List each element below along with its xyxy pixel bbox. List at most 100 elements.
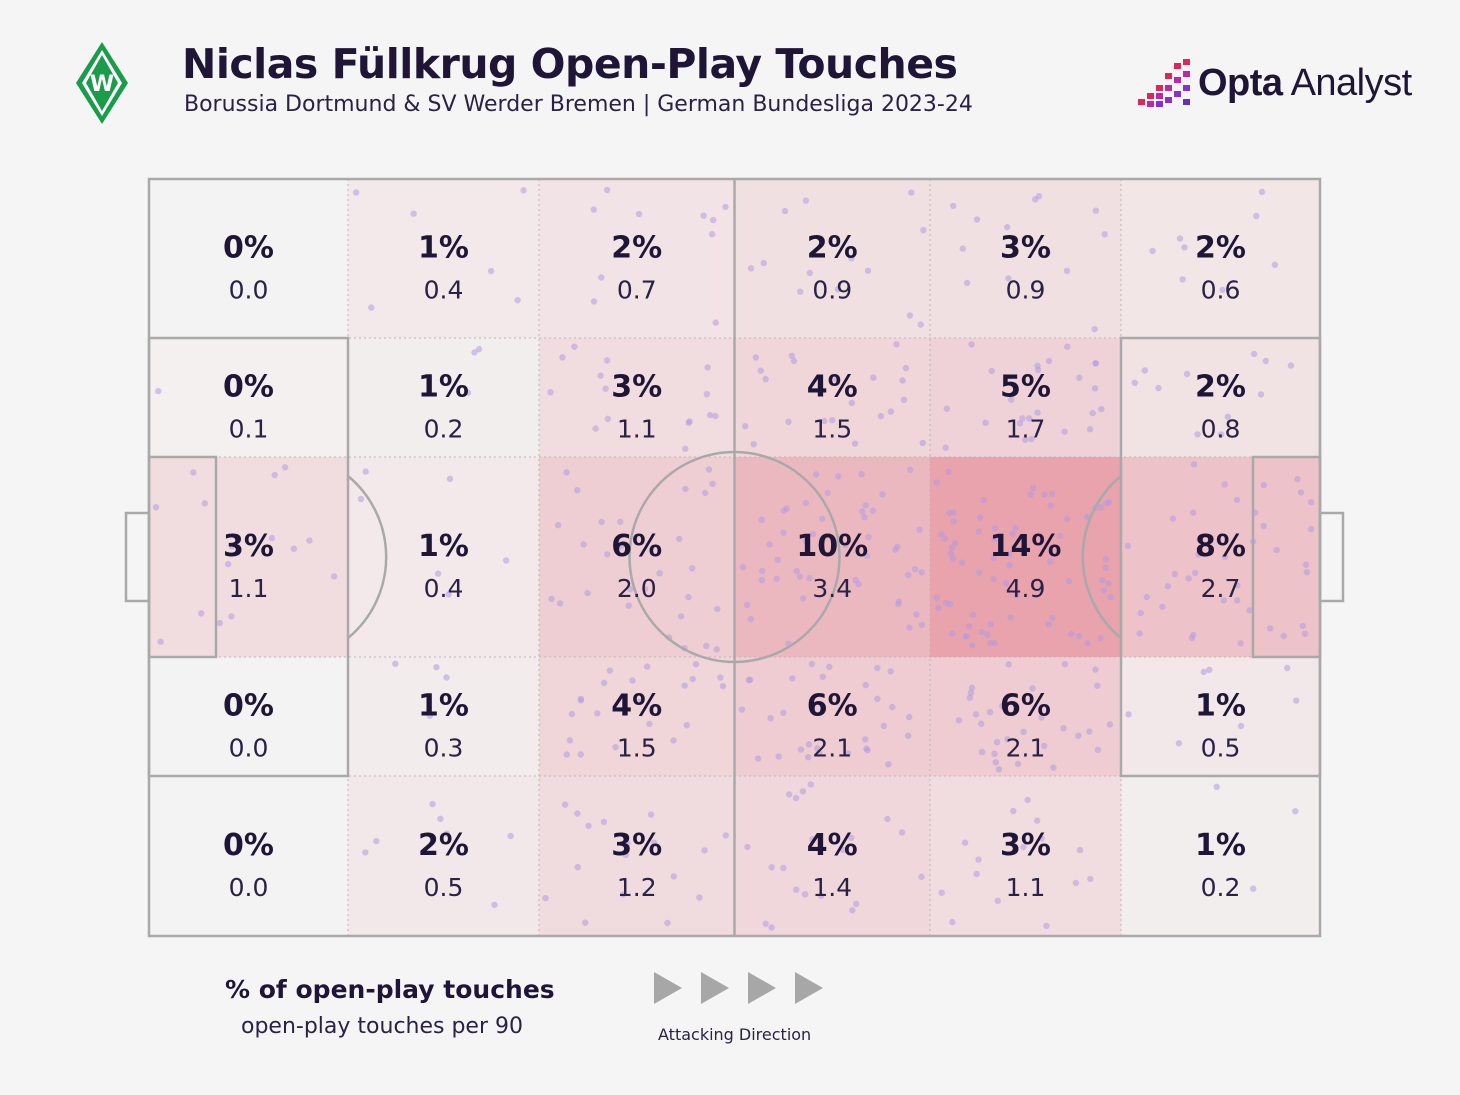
touch-dot (1124, 542, 1132, 550)
touch-dot (1183, 370, 1191, 378)
touch-dot (547, 389, 554, 396)
touch-dot (1026, 415, 1033, 422)
touch-dot (627, 585, 634, 593)
touch-dot (941, 535, 949, 542)
zone-percent: 2% (807, 231, 858, 266)
touch-dot (768, 864, 775, 871)
touch-dot (559, 354, 566, 361)
touch-dot (1098, 405, 1105, 413)
touch-dot (780, 864, 787, 872)
touch-dot (580, 541, 587, 548)
touch-dot (938, 531, 945, 538)
touch-dot (992, 759, 999, 766)
touch-dot (643, 663, 651, 670)
touch-dot (819, 515, 826, 523)
touch-dot (1065, 577, 1073, 585)
touch-dot (1221, 481, 1229, 488)
touch-dot (689, 565, 696, 572)
touch-dot (670, 737, 677, 744)
touch-dot (863, 552, 871, 560)
touch-dot (1307, 499, 1315, 506)
touch-dot (548, 595, 555, 603)
touch-dot (978, 720, 985, 727)
touch-dot (1297, 489, 1305, 496)
touch-dot (848, 834, 855, 841)
touch-dot (670, 873, 677, 880)
touch-dot (950, 518, 957, 525)
touch-dot (577, 695, 585, 703)
touch-dot (1190, 461, 1198, 468)
centre-circle (628, 450, 841, 664)
zone-percent: 6% (807, 689, 858, 724)
legend-percent-label: % of open-play touches (225, 975, 555, 1004)
touch-dot (955, 717, 963, 724)
touch-dot (862, 681, 869, 689)
touch-dot (1035, 193, 1043, 200)
touch-dot (228, 543, 236, 550)
touch-dot (1169, 515, 1177, 522)
touch-dot (918, 621, 926, 629)
heatmap-cell (930, 657, 1121, 776)
touch-dot (157, 638, 164, 645)
page-title: Niclas Füllkrug Open-Play Touches (182, 40, 958, 88)
touch-dot (1234, 582, 1241, 589)
touch-dot (797, 288, 804, 295)
touch-dot (712, 319, 719, 326)
touch-dot (502, 557, 510, 564)
touch-dot (1141, 367, 1149, 374)
touch-dot (722, 203, 729, 211)
touch-dot (1020, 728, 1027, 735)
touch-dot (977, 514, 984, 521)
touch-dot (796, 573, 804, 580)
touch-dot (574, 864, 581, 871)
touch-dot (1030, 484, 1037, 491)
touch-dot (620, 891, 627, 898)
touch-dot (762, 920, 769, 927)
touch-dot (1092, 207, 1100, 214)
touch-dot (758, 577, 765, 584)
touch-dot (975, 569, 983, 576)
touch-dot (880, 722, 887, 730)
touch-dot (1047, 558, 1054, 565)
touch-dot (990, 554, 997, 562)
touch-dot (717, 674, 724, 681)
zone-per90: 0.0 (229, 276, 269, 305)
touch-dot (949, 555, 957, 562)
touch-dot (1041, 742, 1048, 749)
touch-dot (689, 675, 696, 683)
heatmap-cell (539, 338, 735, 457)
touch-dot (1195, 551, 1202, 558)
touch-dot (879, 491, 886, 498)
touch-dot (918, 873, 925, 880)
touch-dot (806, 269, 814, 277)
touch-dot (1009, 530, 1016, 537)
touch-dot (950, 202, 957, 210)
touch-dot (1094, 682, 1101, 689)
touch-dot (750, 441, 757, 448)
touch-dot (805, 754, 812, 761)
touch-dot (789, 675, 796, 682)
touch-dot (1131, 379, 1139, 386)
touch-dot (190, 469, 197, 476)
attacking-direction-label: Attacking Direction (658, 1025, 812, 1044)
touch-dot (1037, 585, 1045, 593)
touch-dot (970, 611, 977, 619)
touch-dot (676, 535, 683, 543)
touch-dot (556, 600, 564, 607)
touch-dot (757, 367, 764, 374)
touch-dot (1280, 632, 1287, 640)
zone-percent: 0% (223, 370, 274, 405)
heatmap-cell (539, 179, 735, 338)
touch-dot (780, 529, 787, 536)
touch-dot (268, 534, 276, 542)
touch-dot (216, 619, 223, 627)
touch-dot (722, 832, 729, 839)
touch-dot (919, 439, 926, 447)
zone-percent: 0% (223, 828, 274, 863)
heatmap-cell (1121, 776, 1320, 936)
touch-dot (918, 569, 925, 576)
touch-dot (738, 706, 746, 713)
heatmap-cell (1121, 457, 1320, 657)
touch-dot (1192, 569, 1199, 577)
touch-dot (1086, 426, 1094, 433)
